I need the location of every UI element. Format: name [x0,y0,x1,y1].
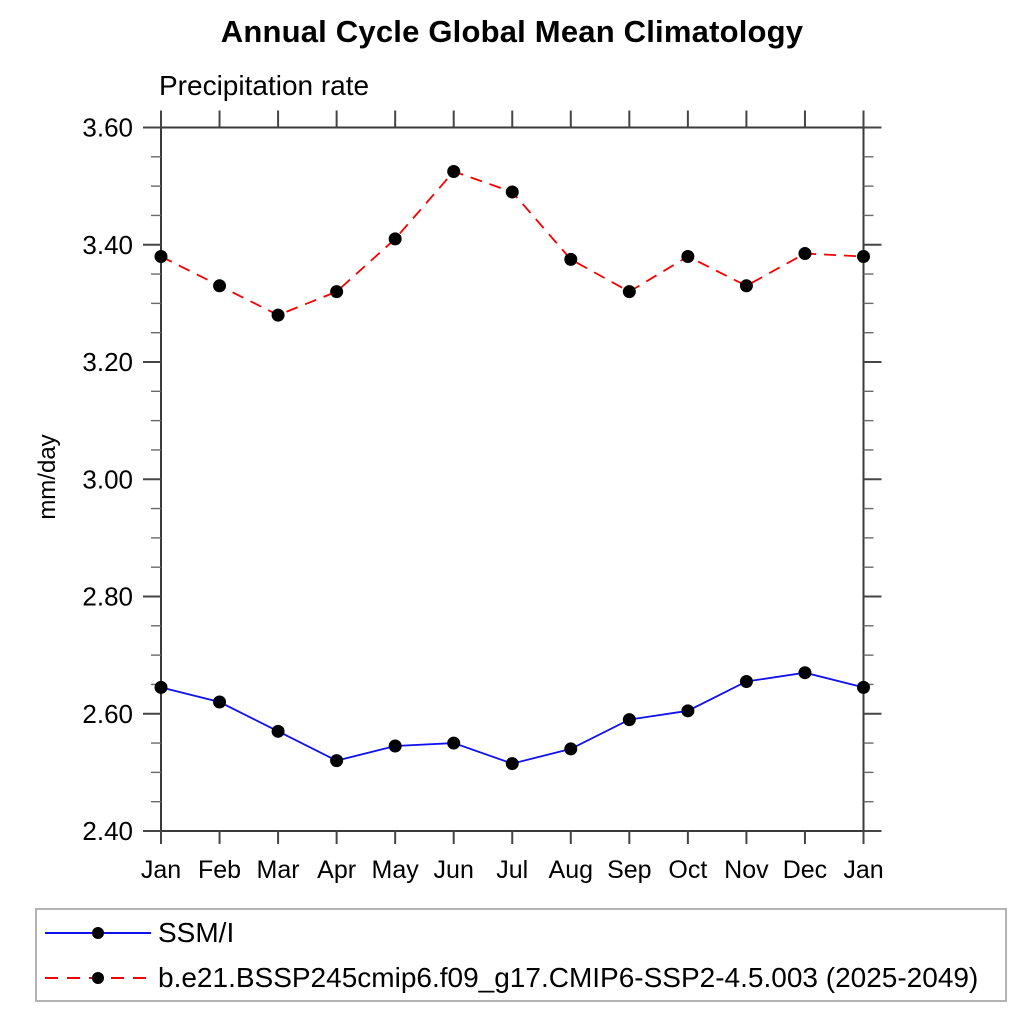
y-tick-label: 3.60 [82,113,133,143]
legend-marker-dot [92,926,104,939]
data-point-marker [271,724,285,738]
y-tick-label: 2.60 [82,699,133,729]
x-tick-label: Jul [496,856,528,884]
y-tick-label: 2.80 [82,582,133,612]
data-point-marker [622,713,636,727]
legend-label-ssmi: SSM/I [158,916,235,948]
x-tick-label: Oct [668,856,707,884]
y-tick-label: 3.20 [82,347,133,377]
legend-sample-model [45,971,151,984]
legend-marker-dot [92,971,104,984]
y-tick-label: 3.00 [82,464,133,494]
x-tick-label: Aug [549,856,593,884]
chart-plot-area: 2.40 2.60 2.80 3.00 3.20 3.40 3.60 Jan Feb Mar Apr… [82,110,884,884]
data-point-marker [622,285,636,299]
x-tick-label: Sep [607,856,651,884]
data-point-marker [505,185,519,199]
data-point-marker [798,666,812,680]
data-point-marker [681,704,695,718]
data-point-marker [271,308,285,322]
data-point-marker [564,742,578,756]
data-point-marker [213,279,227,293]
data-point-marker [564,252,578,266]
data-point-marker [505,757,519,771]
x-tick-label: Mar [257,856,300,884]
legend-label-model: b.e21.BSSP245cmip6.f09_g17.CMIP6-SSP2-4.… [158,961,979,993]
data-point-marker [447,164,461,178]
y-tick-label: 2.40 [82,816,133,846]
chart-subtitle: Precipitation rate [159,70,370,101]
data-point-marker [739,675,753,689]
x-tick-label: Jan [141,856,181,884]
data-point-marker [388,739,402,753]
x-tick-label: Feb [198,856,241,884]
legend-item-ssmi: SSM/I [37,910,1005,955]
x-tick-label: Jun [434,856,474,884]
y-tick-label: 3.40 [82,230,133,260]
legend-item-model: b.e21.BSSP245cmip6.f09_g17.CMIP6-SSP2-4.… [37,955,1005,1000]
x-tick-label: Nov [724,856,769,884]
data-point-marker [330,285,344,299]
data-point-marker [798,247,812,261]
data-point-marker [447,736,461,750]
x-tick-label: Apr [317,856,356,884]
data-point-marker [857,249,870,263]
data-point-marker [857,680,870,694]
chart-title: Annual Cycle Global Mean Climatology [220,14,804,49]
data-point-marker [681,249,695,263]
x-tick-label: May [372,856,420,884]
data-point-marker [388,232,402,246]
data-point-marker [739,279,753,293]
data-point-marker [154,680,168,694]
data-point-marker [330,754,344,768]
chart-legend: SSM/I b.e21.BSSP245cmip6.f09_g17.CMIP6-S… [35,908,1007,1002]
data-point-marker [154,249,168,263]
data-point-marker [213,695,227,709]
series-line-0 [160,671,864,765]
x-tick-label: Dec [783,856,827,884]
legend-sample-ssmi [45,926,151,939]
x-tick-label: Jan [843,856,883,884]
